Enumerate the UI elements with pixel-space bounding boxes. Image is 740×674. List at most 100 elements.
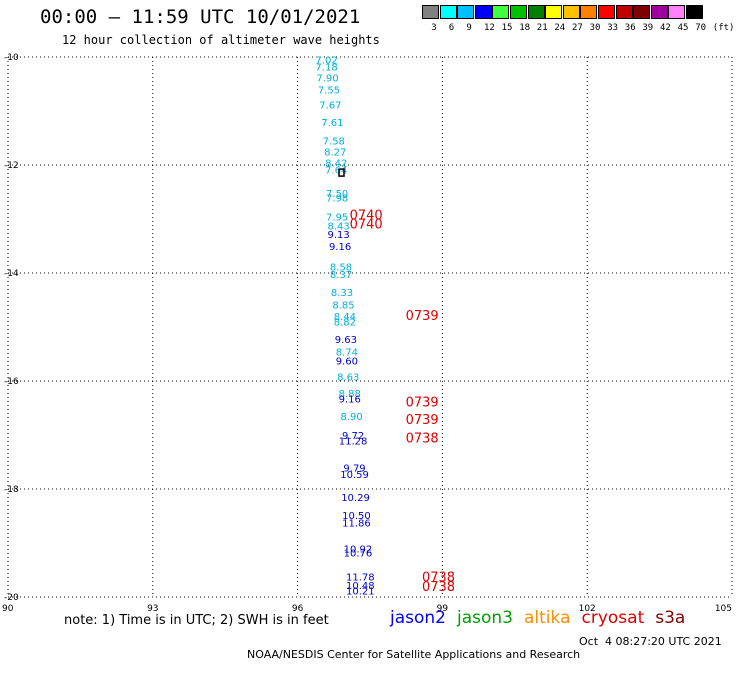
- legend-label: 30: [589, 23, 601, 33]
- x-tick-label: 93: [147, 604, 158, 614]
- legend-label: 24: [554, 23, 566, 33]
- wave-height-label: 7.02: [315, 56, 337, 67]
- legend-label: 18: [519, 23, 531, 33]
- legend-label: 9: [466, 23, 472, 33]
- wave-height-label: 8.63: [337, 373, 359, 384]
- legend-label: 70: [695, 23, 707, 33]
- legend-swatch: [668, 5, 686, 19]
- wave-height-label: 9.13: [327, 230, 349, 241]
- time-label: 0738: [422, 580, 455, 595]
- time-label: 0739: [406, 413, 439, 428]
- track-marker: [338, 168, 345, 177]
- wave-height-label: 8.85: [332, 300, 354, 311]
- y-tick-label: -10: [4, 53, 19, 63]
- legend-swatch: [510, 5, 527, 19]
- legend-swatch: [439, 5, 457, 19]
- legend-swatch: [474, 5, 492, 19]
- satellite-legend: jason2 jason3 altika cryosat s3a: [390, 608, 696, 628]
- legend-swatch: [650, 5, 668, 19]
- wave-height-label: 8.58: [330, 263, 352, 274]
- wave-height-label: 8.43: [327, 221, 349, 232]
- y-tick-label: -18: [4, 485, 19, 495]
- wave-height-label: 8.74: [336, 347, 358, 358]
- legend-swatch: [633, 5, 651, 19]
- chart-title: 00:00 – 11:59 UTC 10/01/2021: [40, 6, 361, 28]
- y-tick-label: -14: [4, 269, 19, 279]
- x-tick-label: 90: [2, 604, 14, 614]
- legend-swatch: [580, 5, 598, 19]
- legend-label: 45: [677, 23, 689, 33]
- wave-height-chart: 90 93 96 99 102 105 -10 -12 -14 -16 -18 -20 7.027.18…: [2, 53, 733, 614]
- time-label: 0738: [406, 432, 439, 447]
- legend-label: 36: [624, 23, 636, 33]
- wave-height-label: 11.28: [339, 436, 368, 447]
- wave-height-label: 9.16: [339, 394, 361, 405]
- satellite-jason2: jason2: [390, 608, 446, 628]
- legend-swatch: [422, 5, 439, 19]
- x-tick-label: 105: [715, 604, 732, 614]
- legend-swatch: [598, 5, 615, 19]
- wave-height-label: 7.58: [323, 137, 345, 148]
- legend-label: 33: [607, 23, 619, 33]
- wave-height-label: 7.67: [319, 101, 341, 112]
- legend-swatch: [527, 5, 545, 19]
- wave-height-label: 11.78: [346, 572, 375, 583]
- legend-label: 6: [448, 23, 455, 33]
- wave-height-label: 7.18: [315, 63, 337, 74]
- time-label: 0740: [350, 209, 383, 224]
- legend-swatch: [545, 5, 563, 19]
- wave-height-label: 8.44: [334, 312, 356, 323]
- wave-height-label: 7.95: [326, 212, 348, 223]
- chart-subtitle: 12 hour collection of altimeter wave hei…: [62, 33, 380, 47]
- wave-height-label: 8.33: [331, 288, 353, 299]
- time-label: 0738: [422, 570, 455, 585]
- time-label: 0740: [350, 217, 383, 232]
- legend-swatch: [686, 5, 703, 19]
- wave-height-label: 7.55: [318, 85, 340, 96]
- legend-label: 42: [660, 23, 671, 33]
- wave-height-label: 9.16: [329, 242, 351, 253]
- time-label: 0739: [406, 309, 439, 324]
- legend-label: 3: [431, 23, 437, 33]
- satellite-s3a: s3a: [655, 608, 686, 628]
- legend-swatch: [492, 5, 510, 19]
- satellite-jason3: jason3: [457, 608, 513, 628]
- wave-height-label: 9.63: [335, 335, 357, 346]
- wave-height-label: 7.64: [325, 165, 347, 176]
- wave-height-label: 7.90: [316, 74, 338, 85]
- wave-height-label: 9.72: [342, 431, 364, 442]
- wave-height-label: 7.61: [321, 118, 343, 129]
- wave-height-label: 9.79: [343, 463, 365, 474]
- legend-label: (ft): [712, 23, 735, 33]
- time-label: 0739: [406, 396, 439, 411]
- satellite-cryosat: cryosat: [581, 608, 645, 628]
- wave-height-label: 7.98: [326, 193, 348, 204]
- wave-height-label: 10.48: [346, 581, 375, 592]
- satellite-altika: altika: [524, 608, 571, 628]
- legend-label: 21: [536, 23, 548, 33]
- wave-height-label: 8.37: [330, 270, 352, 281]
- wave-height-label: 10.92: [344, 544, 373, 555]
- wave-height-label: 10.59: [340, 470, 369, 481]
- wave-height-label: 10.50: [342, 511, 371, 522]
- wave-height-label: 8.82: [334, 318, 356, 329]
- wave-height-label: 10.21: [346, 587, 375, 598]
- legend-label: 15: [501, 23, 513, 33]
- legend-label: 39: [642, 23, 654, 33]
- wave-height-label: 11.86: [342, 518, 371, 529]
- wave-height-label: 8.90: [341, 412, 363, 423]
- wave-height-label: 10.76: [344, 549, 373, 560]
- wave-height-label: 8.27: [324, 148, 346, 159]
- units-note: note: 1) Time is in UTC; 2) SWH is in fe…: [64, 613, 329, 628]
- legend-label: 12: [484, 23, 495, 33]
- footer-timestamp: Oct 4 08:27:20 UTC 2021: [579, 635, 722, 648]
- legend-swatch: [457, 5, 475, 19]
- wave-height-label: 10.29: [341, 493, 370, 504]
- wave-height-label: 8.42: [325, 158, 347, 169]
- legend-label: 27: [572, 23, 583, 33]
- legend-swatch: [615, 5, 633, 19]
- x-tick-label: 96: [292, 604, 304, 614]
- wave-height-label: 7.50: [326, 189, 348, 200]
- legend-swatch: [562, 5, 580, 19]
- wave-height-label: 9.60: [336, 356, 358, 367]
